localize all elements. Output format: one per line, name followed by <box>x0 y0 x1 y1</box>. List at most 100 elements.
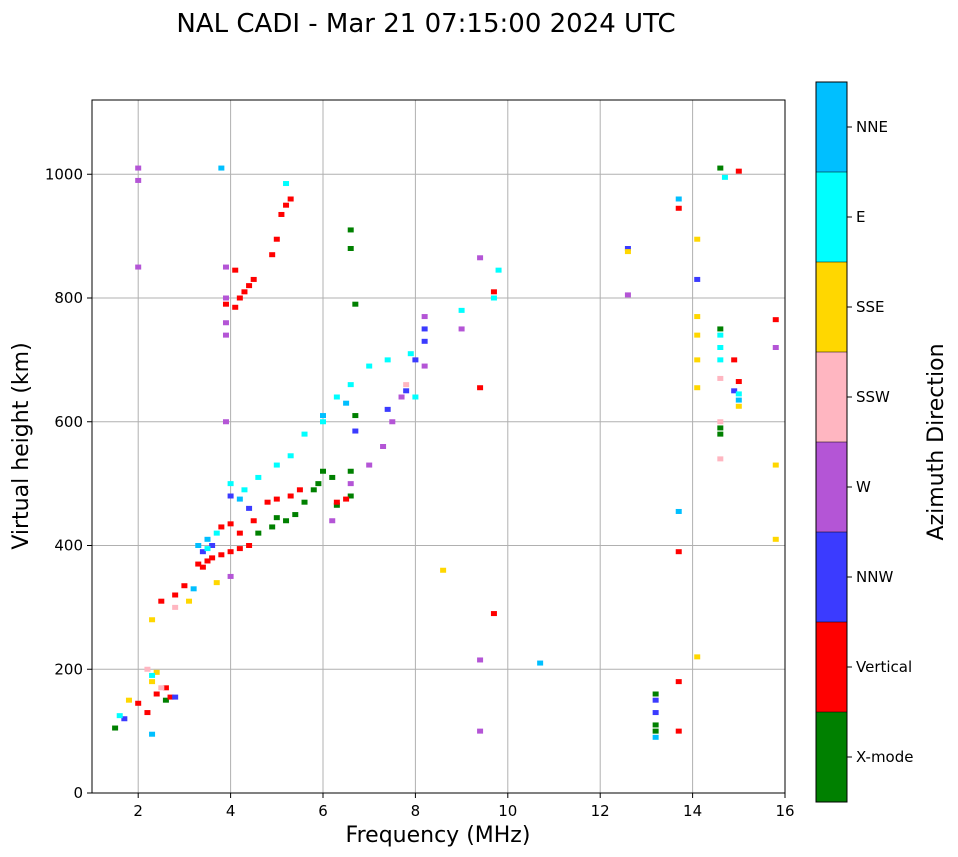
data-point-e <box>721 174 728 180</box>
data-point-x-mode <box>315 481 322 487</box>
data-point-vertical <box>227 549 234 555</box>
data-point-w <box>421 314 428 320</box>
data-point-vertical <box>675 549 682 555</box>
data-point-nne <box>149 731 156 737</box>
data-point-x-mode <box>333 502 340 508</box>
colorbar-tick-label: W <box>856 478 871 496</box>
data-point-w <box>329 518 336 524</box>
data-point-nnw <box>352 428 359 434</box>
y-tick-label: 400 <box>54 537 83 555</box>
data-point-nnw <box>652 710 659 716</box>
y-tick-label: 0 <box>73 784 83 802</box>
data-point-vertical <box>236 546 243 552</box>
data-point-x-mode <box>717 165 724 171</box>
data-point-vertical <box>490 611 497 617</box>
data-point-ssw <box>158 685 165 691</box>
data-point-sse <box>186 598 193 604</box>
data-point-e <box>116 713 123 719</box>
data-point-e <box>495 267 502 273</box>
data-point-vertical <box>153 691 160 697</box>
x-tick-label: 8 <box>411 802 421 820</box>
data-point-e <box>735 391 742 397</box>
data-point-nne <box>675 196 682 202</box>
data-point-x-mode <box>347 468 354 474</box>
data-point-w <box>366 462 373 468</box>
data-point-ssw <box>717 375 724 381</box>
data-point-nne <box>735 397 742 403</box>
colorbar-tick-label: SSW <box>856 388 890 406</box>
data-point-w <box>458 326 465 332</box>
data-point-x-mode <box>347 493 354 499</box>
data-point-vertical <box>490 289 497 295</box>
data-point-vertical <box>675 205 682 211</box>
colorbar-tick-label: X-mode <box>856 748 913 766</box>
y-tick-label: 200 <box>54 660 83 678</box>
data-point-vertical <box>333 499 340 505</box>
colorbar-segment <box>816 712 847 802</box>
data-point-vertical <box>144 710 151 716</box>
data-point-x-mode <box>652 722 659 728</box>
x-tick-label: 2 <box>133 802 143 820</box>
data-point-vertical <box>241 289 248 295</box>
data-point-vertical <box>273 496 280 502</box>
data-point-vertical <box>278 211 285 217</box>
data-point-w <box>135 264 142 270</box>
data-point-vertical <box>199 564 206 570</box>
data-point-vertical <box>287 493 294 499</box>
data-point-w <box>222 264 229 270</box>
data-point-e <box>412 394 419 400</box>
data-point-vertical <box>222 301 229 307</box>
data-point-vertical <box>181 583 188 589</box>
data-point-x-mode <box>310 487 317 493</box>
data-point-vertical <box>195 561 202 567</box>
data-point-vertical <box>236 295 243 301</box>
data-point-nnw <box>121 716 128 722</box>
data-point-vertical <box>204 558 211 564</box>
y-tick-label: 1000 <box>45 165 83 183</box>
data-point-e <box>149 672 156 678</box>
data-point-x-mode <box>255 530 262 536</box>
data-point-vertical <box>477 385 484 391</box>
y-axis-ticks: 0 200 400 600 800 1000 <box>45 165 92 802</box>
data-point-nnw <box>421 326 428 332</box>
data-point-vertical <box>283 202 290 208</box>
colorbar-segment <box>816 532 847 622</box>
data-point-vertical <box>250 518 257 524</box>
data-point-ssw <box>717 456 724 462</box>
colorbar-tick-label: E <box>856 208 865 226</box>
colorbar: X-mode Vertical NNW W SSW SSE E NNE <box>815 81 913 803</box>
data-point-x-mode <box>162 697 169 703</box>
colorbar-segment <box>816 622 847 712</box>
data-points <box>112 165 779 740</box>
data-point-vertical <box>264 499 271 505</box>
x-tick-label: 10 <box>498 802 517 820</box>
data-point-vertical <box>273 236 280 242</box>
data-point-w <box>135 177 142 183</box>
data-point-nne <box>195 543 202 548</box>
data-point-vertical <box>162 685 169 691</box>
data-point-w <box>222 320 229 326</box>
data-point-sse <box>694 357 701 363</box>
colorbar-tick-label: NNW <box>856 568 893 586</box>
data-point-vertical <box>236 530 243 536</box>
data-point-nne <box>675 508 682 514</box>
data-point-ssw <box>403 382 410 388</box>
data-point-e <box>407 351 414 357</box>
x-tick-label: 14 <box>683 802 702 820</box>
data-point-w <box>389 419 396 425</box>
data-point-w <box>624 292 631 298</box>
data-point-e <box>458 307 465 313</box>
data-point-sse <box>149 679 156 685</box>
colorbar-segment <box>816 352 847 442</box>
data-point-e <box>717 332 724 338</box>
data-point-vertical <box>246 543 253 548</box>
data-point-x-mode <box>347 246 354 251</box>
data-point-e <box>366 363 373 369</box>
y-tick-label: 600 <box>54 413 83 431</box>
data-point-e <box>347 382 354 388</box>
grid-lines <box>92 100 786 794</box>
plot-frame <box>91 99 786 794</box>
data-point-x-mode <box>717 326 724 332</box>
colorbar-frame <box>815 81 848 803</box>
data-point-e <box>717 345 724 350</box>
